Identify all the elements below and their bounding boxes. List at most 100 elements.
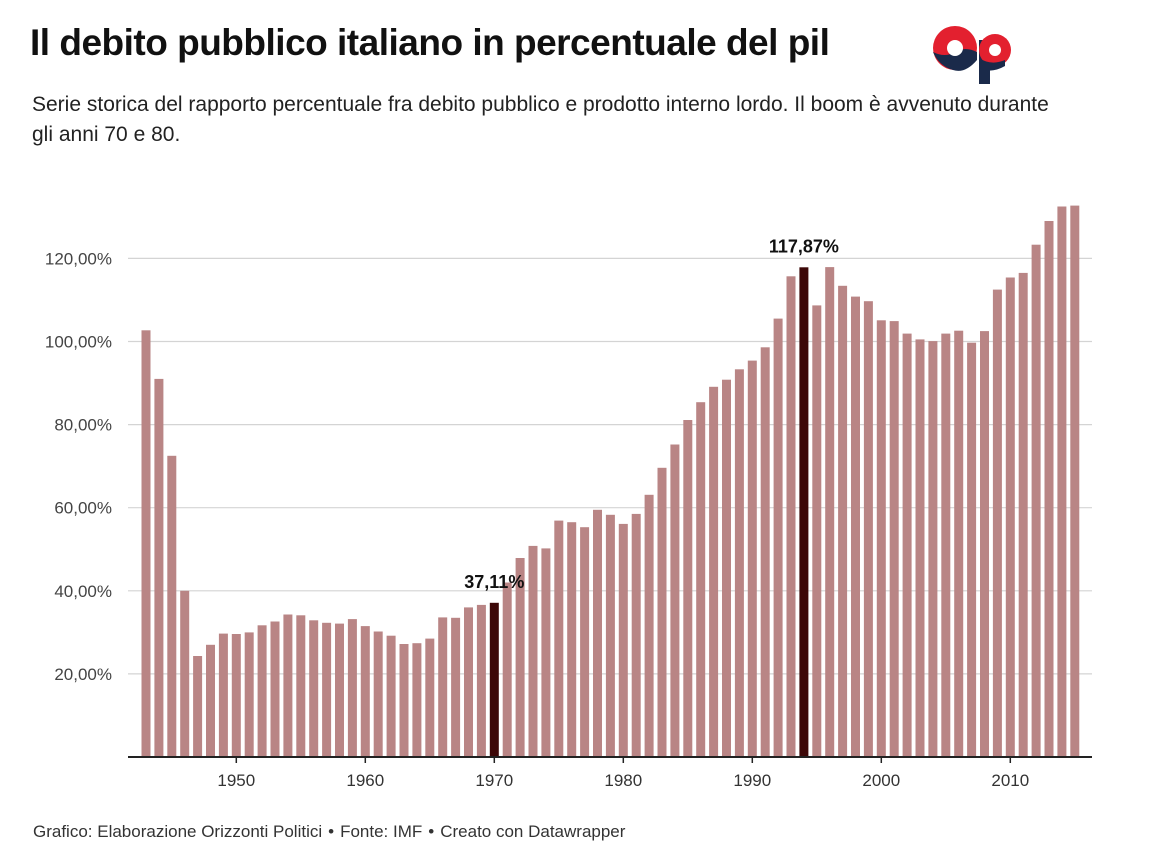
- data-label: 37,11%: [464, 572, 524, 592]
- bar: [980, 331, 989, 757]
- bar: [683, 420, 693, 757]
- bar: [528, 545, 538, 757]
- highlighted-bar: [489, 602, 499, 757]
- bar: [541, 548, 551, 757]
- bar: [347, 619, 357, 757]
- footer-tool: Creato con Datawrapper: [440, 822, 626, 841]
- bar: [734, 369, 744, 757]
- bar: [902, 333, 912, 757]
- bar: [618, 523, 628, 757]
- data-label: 117,87%: [769, 236, 839, 256]
- bar-chart: 20,00% 40,00% 60,00% 80,00% 100,00% 120,00% 19…: [45, 205, 1092, 790]
- bar: [992, 289, 1002, 757]
- y-tick-label: 40,00%: [54, 582, 112, 601]
- bar: [644, 494, 654, 757]
- bar: [747, 360, 757, 757]
- x-tick-label: 1970: [475, 771, 513, 790]
- bar: [412, 643, 422, 757]
- bar: [838, 285, 848, 757]
- bar: [438, 617, 448, 757]
- bar: [1044, 221, 1054, 757]
- bar: [773, 318, 783, 757]
- bar: [257, 625, 267, 757]
- bar: [786, 276, 796, 757]
- bar: [1005, 277, 1015, 757]
- bar: [283, 614, 293, 757]
- bar: [464, 607, 473, 757]
- bar: [915, 339, 925, 757]
- footer-source: Fonte: IMF: [340, 822, 423, 841]
- footer-separator: •: [328, 822, 335, 841]
- bar: [425, 638, 435, 757]
- logo-p-navy: [979, 58, 1005, 71]
- bar: [1070, 205, 1080, 758]
- x-tick-label: 2000: [862, 771, 900, 790]
- y-tick-label: 80,00%: [54, 416, 112, 435]
- bar: [386, 635, 396, 757]
- bar: [851, 296, 860, 757]
- logo-o-hole: [947, 40, 963, 56]
- bar: [709, 386, 719, 757]
- chart-title: Il debito pubblico italiano in percentua…: [30, 22, 830, 63]
- highlighted-bar: [799, 267, 809, 757]
- footer-credit: Grafico: Elaborazione Orizzonti Politici: [33, 822, 323, 841]
- bar: [180, 590, 190, 757]
- bar: [863, 301, 873, 757]
- x-tick-label: 1980: [604, 771, 642, 790]
- bar: [657, 467, 667, 757]
- x-tick-label: 1990: [733, 771, 771, 790]
- bar: [309, 620, 319, 757]
- bar: [360, 626, 370, 757]
- bar: [451, 617, 461, 757]
- bar: [141, 330, 151, 757]
- bar: [193, 656, 203, 757]
- bar: [1057, 206, 1067, 757]
- bar: [696, 402, 706, 757]
- y-tick-label: 60,00%: [54, 499, 112, 518]
- bar: [399, 644, 409, 757]
- bar: [876, 320, 886, 757]
- bar: [296, 615, 306, 757]
- bar: [218, 633, 228, 757]
- bar: [593, 509, 602, 757]
- bar: [825, 267, 835, 757]
- bar: [580, 527, 590, 757]
- bar: [154, 378, 164, 757]
- bar: [941, 333, 951, 757]
- y-tick-label: 100,00%: [45, 333, 112, 352]
- bar: [1031, 244, 1041, 757]
- logo-wave-navy: [933, 49, 977, 71]
- chart-subtitle: Serie storica del rapporto percentuale f…: [32, 93, 1049, 146]
- y-tick-label: 120,00%: [45, 249, 112, 268]
- bar: [322, 622, 332, 757]
- bar: [554, 520, 564, 757]
- bar: [760, 347, 770, 757]
- bar: [502, 582, 512, 757]
- bar: [167, 455, 177, 757]
- bar: [335, 623, 344, 757]
- bar: [605, 514, 615, 757]
- bar: [244, 632, 254, 757]
- y-tick-label: 20,00%: [54, 665, 112, 684]
- footer: Grafico: Elaborazione Orizzonti Politici…: [33, 822, 625, 842]
- bar: [373, 631, 383, 757]
- x-tick-label: 1960: [346, 771, 384, 790]
- x-tick-label: 1950: [217, 771, 255, 790]
- bar: [515, 558, 525, 757]
- bar: [967, 342, 977, 757]
- bar: [270, 621, 280, 757]
- bar: [889, 321, 899, 757]
- bar: [206, 644, 215, 757]
- bar: [722, 379, 731, 757]
- bar: [476, 604, 486, 757]
- bar: [928, 341, 938, 757]
- bar: [231, 634, 241, 757]
- op-logo: [933, 26, 1011, 84]
- bar: [631, 513, 641, 757]
- bar: [954, 330, 964, 757]
- bar: [670, 444, 680, 757]
- logo-p-hole: [989, 44, 1001, 56]
- bar: [1018, 272, 1028, 757]
- bar: [812, 305, 822, 757]
- x-tick-label: 2010: [991, 771, 1029, 790]
